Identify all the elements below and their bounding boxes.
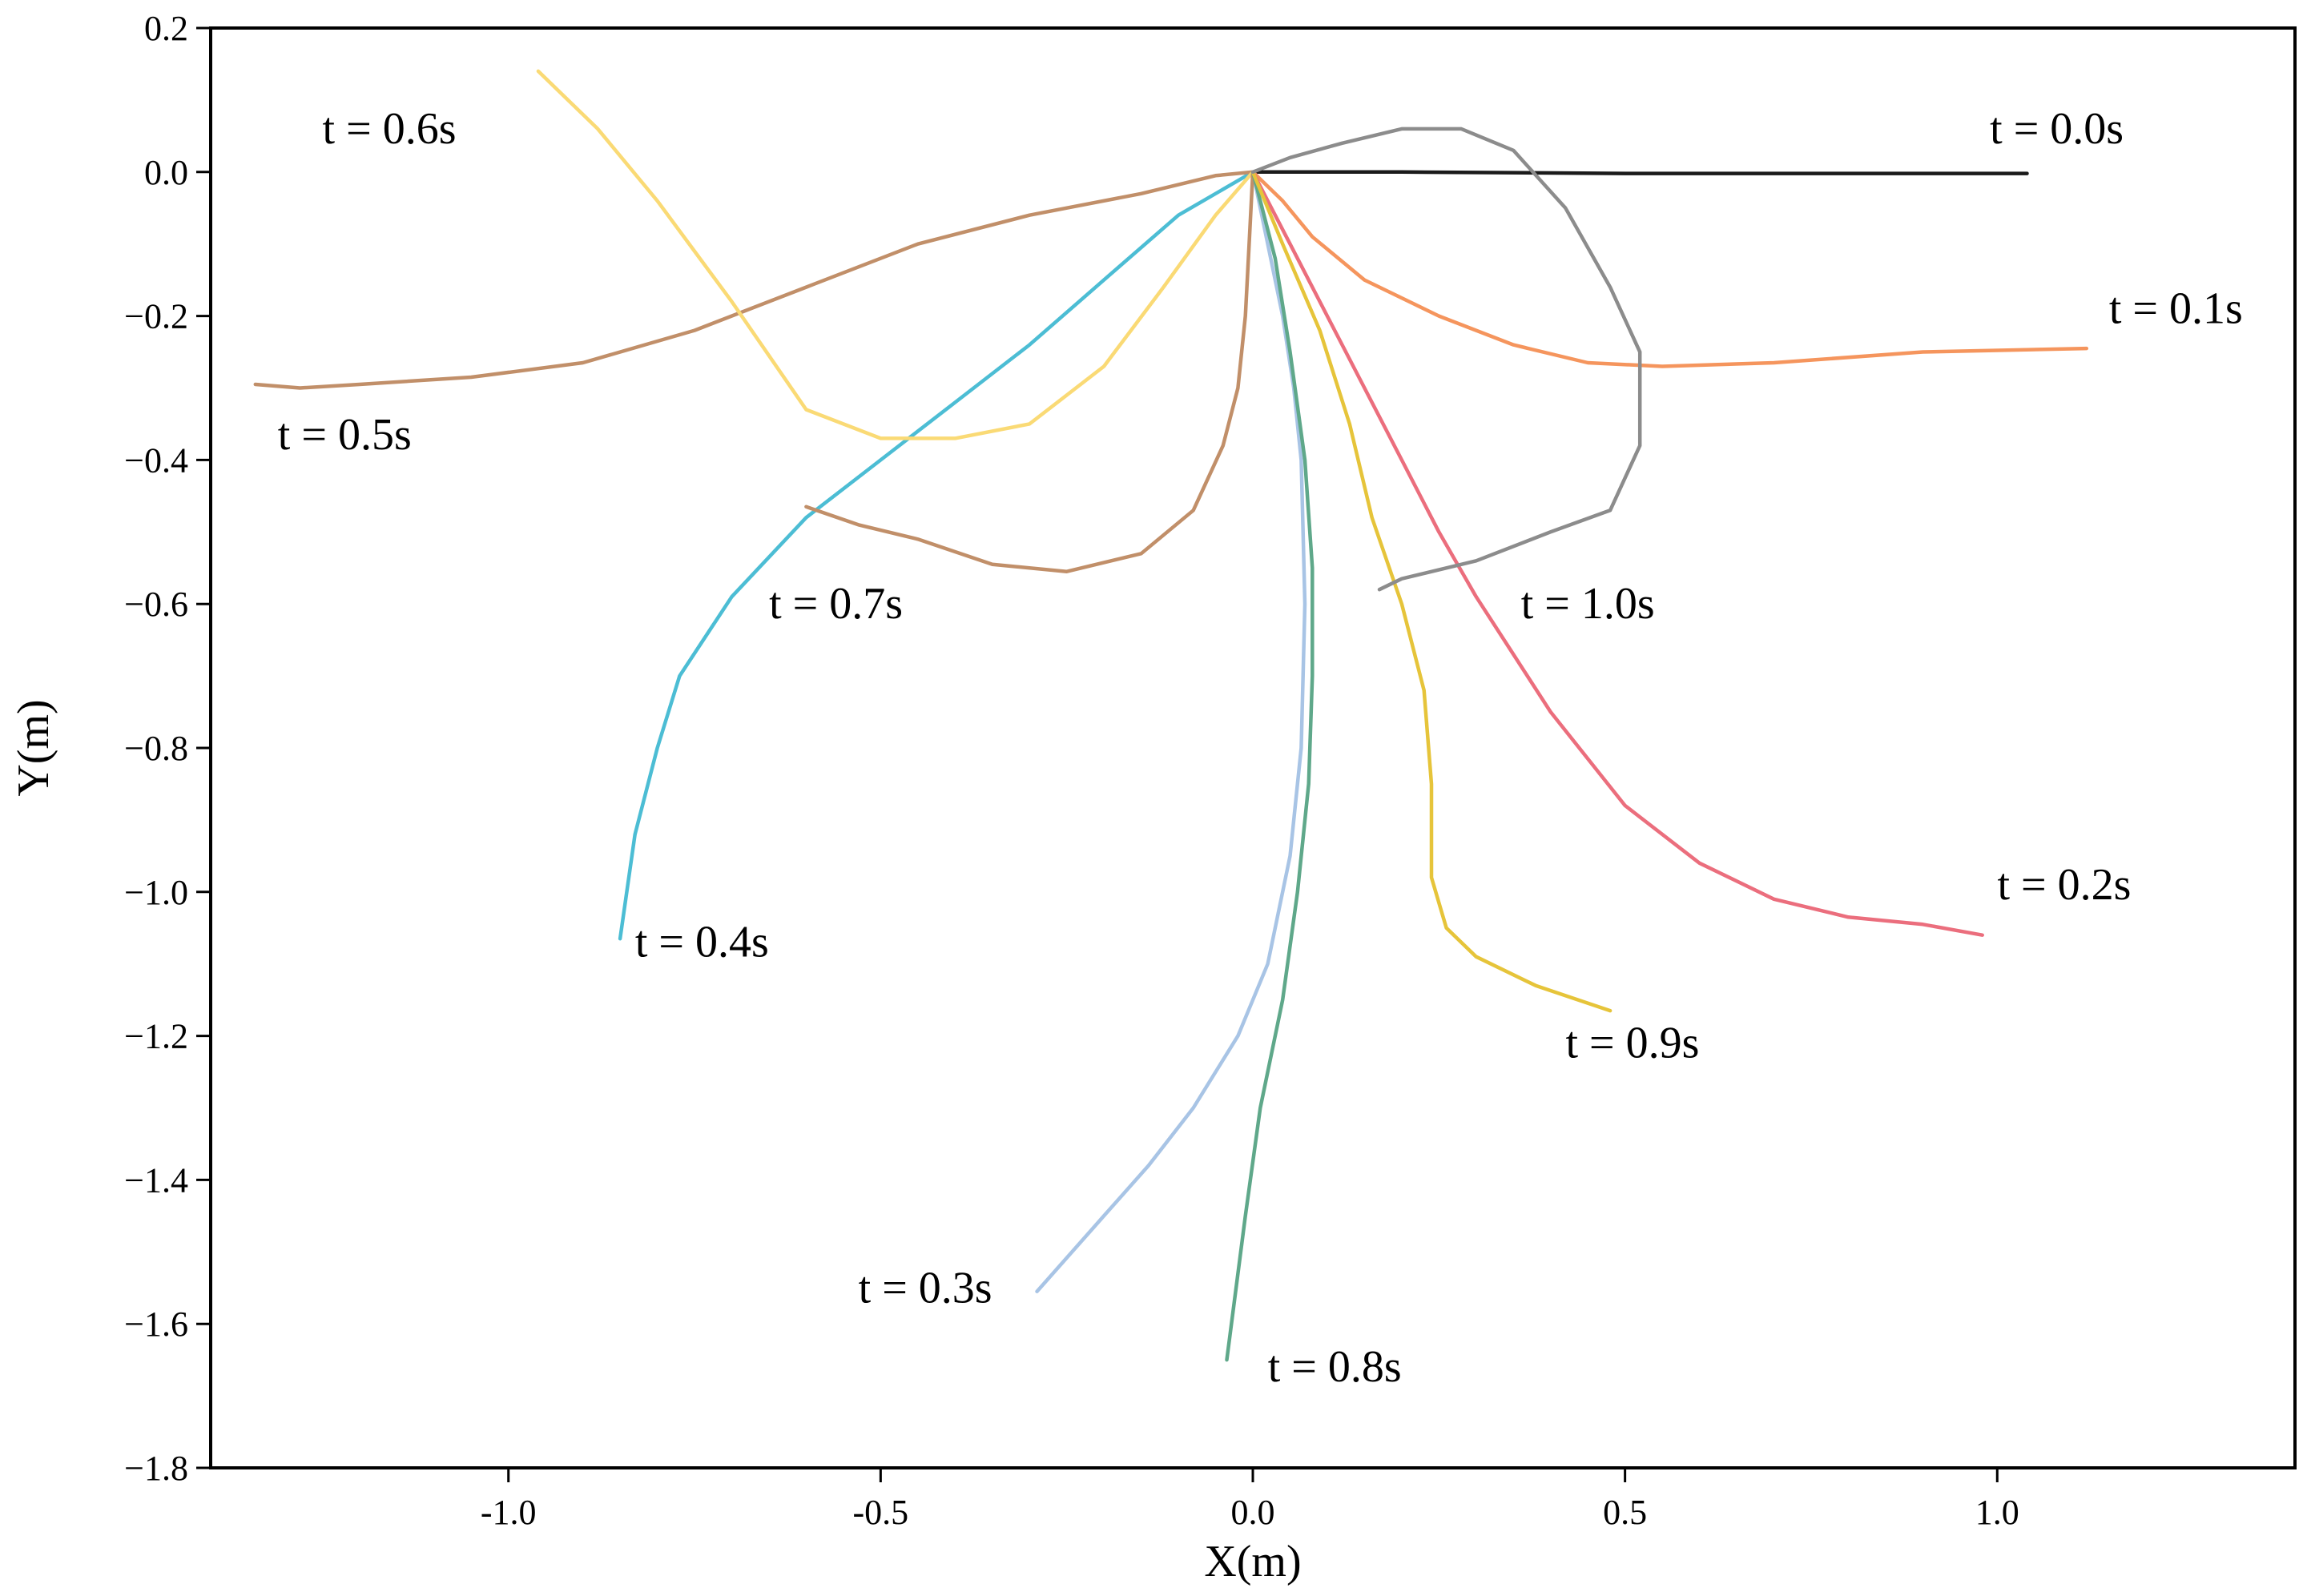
series-label: t = 1.0s <box>1521 579 1655 629</box>
series-label: t = 0.1s <box>2109 284 2243 334</box>
series-label: t = 0.9s <box>1565 1019 1699 1068</box>
y-axis: 0.2 0.0 −0.2 −0.4 −0.6 −0.8 −1.0 −1.2 −1.4 −1.6 −1… <box>124 9 211 1488</box>
series-label: t = 0.7s <box>769 579 903 629</box>
y-tick-label: −1.2 <box>124 1017 188 1056</box>
plot-frame <box>209 26 2297 1469</box>
x-tick-label: -0.5 <box>853 1493 909 1532</box>
x-axis-title: X(m) <box>1204 1537 1301 1586</box>
y-tick-label: −1.0 <box>124 873 188 912</box>
y-tick-label: −1.8 <box>124 1449 188 1488</box>
series-line <box>253 170 1255 390</box>
y-axis-title: Y(m) <box>9 699 58 796</box>
series-label: t = 0.4s <box>635 918 769 967</box>
y-tick-label: −0.4 <box>124 440 188 480</box>
series-label: t = 0.5s <box>278 410 412 460</box>
series-labels: t = 0.0s t = 0.1s t = 0.2s t = 0.3s t = 0.4s… <box>278 104 2243 1392</box>
series-label: t = 0.3s <box>859 1263 992 1313</box>
x-tick-label: 0.0 <box>1231 1493 1275 1532</box>
series-line <box>1225 170 1315 1362</box>
y-tick-label: 0.2 <box>144 9 188 48</box>
y-tick-label: −0.8 <box>124 729 188 768</box>
x-tick-label: 0.5 <box>1603 1493 1647 1532</box>
series-line <box>1250 170 1612 1013</box>
y-tick-label: 0.0 <box>144 153 188 192</box>
series-line <box>1250 127 1642 592</box>
y-tick-label: −1.6 <box>124 1305 188 1344</box>
x-tick-label: -1.0 <box>481 1493 537 1532</box>
y-tick-label: −0.6 <box>124 585 188 624</box>
series-line <box>1250 170 1984 937</box>
x-tick-label: 1.0 <box>1975 1493 2019 1532</box>
series-lines <box>253 69 2089 1362</box>
y-tick-label: −0.2 <box>124 297 188 336</box>
series-label: t = 0.8s <box>1268 1342 1402 1392</box>
series-label: t = 0.0s <box>1990 104 2124 154</box>
series-label: t = 0.6s <box>323 104 457 154</box>
series-line <box>1250 170 2089 368</box>
series-line <box>804 170 1255 573</box>
series-line <box>536 69 1255 440</box>
x-axis: -1.0 -0.5 0.0 0.5 1.0 <box>481 1468 2019 1532</box>
y-tick-label: −1.4 <box>124 1160 188 1200</box>
series-label: t = 0.2s <box>1997 860 2131 910</box>
series-line <box>618 170 1255 941</box>
series-line <box>1035 170 1307 1293</box>
series-line <box>1250 170 2029 175</box>
